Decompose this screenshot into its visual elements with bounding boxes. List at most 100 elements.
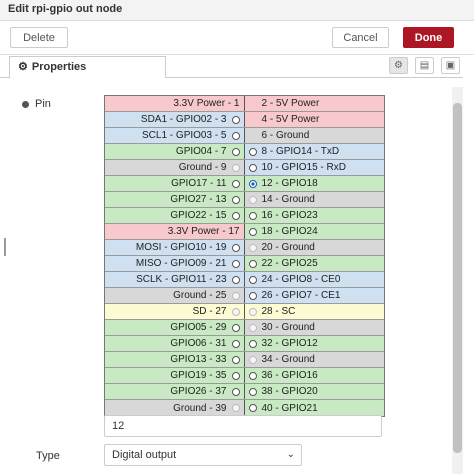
pin-radio[interactable] <box>231 195 240 204</box>
tab-properties[interactable]: ⚙ Properties <box>9 56 166 78</box>
pin-cell-right[interactable]: 24 - GPIO8 - CE0 <box>244 272 384 287</box>
pin-row: MOSI - GPIO10 - 19 20 - Ground <box>105 240 384 256</box>
pin-row: SD - 27 28 - SC <box>105 304 384 320</box>
pin-radio[interactable] <box>248 404 257 412</box>
pin-cell-left[interactable]: GPIO05 - 29 <box>105 320 245 335</box>
tab-underline <box>166 77 463 78</box>
pin-cell-left[interactable]: MOSI - GPIO10 - 19 <box>105 240 245 255</box>
pin-cell-right[interactable]: 26 - GPIO7 - CE1 <box>244 288 384 303</box>
pin-cell-left: 3.3V Power - 17 <box>105 224 245 239</box>
gear-icon[interactable]: ⚙ <box>389 57 408 74</box>
pin-cell-right[interactable]: 36 - GPIO16 <box>244 368 384 383</box>
pin-radio[interactable] <box>248 291 257 300</box>
pin-cell-right[interactable]: 38 - GPIO20 <box>244 384 384 399</box>
pin-radio[interactable] <box>248 371 257 380</box>
pin-cell-right[interactable]: 12 - GPIO18 <box>244 176 384 191</box>
pin-row: Ground - 25 26 - GPIO7 - CE1 <box>105 288 384 304</box>
pin-cell-right: 34 - Ground <box>244 352 384 367</box>
pin-cell-left[interactable]: SCLK - GPIO11 - 23 <box>105 272 245 287</box>
pin-cell-left: Ground - 9 <box>105 160 245 175</box>
pin-radio[interactable] <box>231 179 240 188</box>
pin-radio <box>248 323 257 332</box>
pin-row: GPIO19 - 35 36 - GPIO16 <box>105 368 384 384</box>
type-select[interactable]: Digital output ⌄ <box>104 444 302 466</box>
resize-handle[interactable] <box>4 238 6 256</box>
circle-icon <box>22 100 29 108</box>
pin-radio[interactable] <box>231 147 240 156</box>
pin-cell-left[interactable]: GPIO22 - 15 <box>105 208 245 223</box>
pin-radio[interactable] <box>231 339 240 348</box>
pin-radio[interactable] <box>231 323 240 332</box>
pin-radio <box>248 307 257 316</box>
pin-radio[interactable] <box>231 211 240 220</box>
pin-label-text: Ground - 9 <box>178 162 227 173</box>
pin-cell-right[interactable]: 8 - GPIO14 - TxD <box>244 144 384 159</box>
pin-radio[interactable] <box>231 259 240 268</box>
pin-radio <box>231 404 240 412</box>
pin-radio[interactable] <box>248 179 257 188</box>
pin-radio[interactable] <box>248 227 257 236</box>
pin-radio[interactable] <box>248 275 257 284</box>
pin-label-text: 3.3V Power - 17 <box>167 226 240 237</box>
pin-cell-left[interactable]: GPIO19 - 35 <box>105 368 245 383</box>
pin-cell-right: 20 - Ground <box>244 240 384 255</box>
pin-label-text: 32 - GPIO12 <box>261 338 318 349</box>
pin-label-text: 40 - GPIO21 <box>261 402 318 414</box>
pin-label-text: GPIO22 - 15 <box>170 210 227 221</box>
pin-radio[interactable] <box>231 371 240 380</box>
pin-label-text: GPIO19 - 35 <box>170 370 227 381</box>
pin-label-text: SDA1 - GPIO02 - 3 <box>140 114 227 125</box>
done-button[interactable]: Done <box>403 27 454 48</box>
pin-cell-left[interactable]: GPIO06 - 31 <box>105 336 245 351</box>
pin-cell-right[interactable]: 32 - GPIO12 <box>244 336 384 351</box>
scrollbar-thumb[interactable] <box>453 103 462 453</box>
pin-cell-right: 2 - 5V Power <box>244 96 384 111</box>
pin-radio[interactable] <box>248 163 257 172</box>
delete-button[interactable]: Delete <box>10 27 68 48</box>
pin-cell-left[interactable]: GPIO26 - 37 <box>105 384 245 399</box>
tab-properties-label: Properties <box>31 61 87 73</box>
pin-label-text: GPIO17 - 11 <box>171 178 227 189</box>
pin-cell-left[interactable]: GPIO27 - 13 <box>105 192 245 207</box>
pin-cell-left: Ground - 39 <box>105 400 245 416</box>
pin-label-text: 30 - Ground <box>261 322 315 333</box>
pin-radio[interactable] <box>248 211 257 220</box>
pin-radio[interactable] <box>231 275 240 284</box>
pin-radio[interactable] <box>231 243 240 252</box>
pin-row: MISO - GPIO09 - 21 22 - GPIO25 <box>105 256 384 272</box>
pin-cell-left[interactable]: MISO - GPIO09 - 21 <box>105 256 245 271</box>
pin-radio[interactable] <box>231 355 240 364</box>
dialog-titlebar: Edit rpi-gpio out node <box>0 0 474 21</box>
pin-cell-left: SD - 27 <box>105 304 245 319</box>
pin-row: SCL1 - GPIO03 - 5 6 - Ground <box>105 128 384 144</box>
pin-cell-right[interactable]: 18 - GPIO24 <box>244 224 384 239</box>
divider <box>0 54 474 55</box>
pin-cell-left[interactable]: SDA1 - GPIO02 - 3 <box>105 112 245 127</box>
pin-radio[interactable] <box>231 115 240 124</box>
pin-cell-right[interactable]: 16 - GPIO23 <box>244 208 384 223</box>
pin-cell-right[interactable]: 10 - GPIO15 - RxD <box>244 160 384 175</box>
pin-label-text: Ground - 39 <box>173 402 227 414</box>
pin-radio[interactable] <box>248 339 257 348</box>
pin-value-input[interactable]: 12 <box>104 415 382 437</box>
pin-radio[interactable] <box>248 259 257 268</box>
pin-cell-right[interactable]: 22 - GPIO25 <box>244 256 384 271</box>
pin-radio <box>248 195 257 204</box>
cancel-button[interactable]: Cancel <box>332 27 389 48</box>
pin-label-text: 3.3V Power - 1 <box>173 98 240 109</box>
pin-cell-left[interactable]: GPIO17 - 11 <box>105 176 245 191</box>
pin-row: GPIO05 - 29 30 - Ground <box>105 320 384 336</box>
pin-radio[interactable] <box>231 387 240 396</box>
pin-cell-right[interactable]: 40 - GPIO21 <box>244 400 384 416</box>
pin-cell-left[interactable]: SCL1 - GPIO03 - 5 <box>105 128 245 143</box>
pin-cell-left[interactable]: GPIO13 - 33 <box>105 352 245 367</box>
pin-cell-left[interactable]: GPIO04 - 7 <box>105 144 245 159</box>
pin-cell-left: Ground - 25 <box>105 288 245 303</box>
pin-radio[interactable] <box>248 147 257 156</box>
pin-radio <box>231 163 240 172</box>
pin-radio[interactable] <box>248 387 257 396</box>
frame-icon[interactable]: ▣ <box>441 57 460 74</box>
document-icon[interactable]: ▤ <box>415 57 434 74</box>
pin-radio[interactable] <box>231 131 240 140</box>
pin-label-text: GPIO04 - 7 <box>175 146 227 157</box>
